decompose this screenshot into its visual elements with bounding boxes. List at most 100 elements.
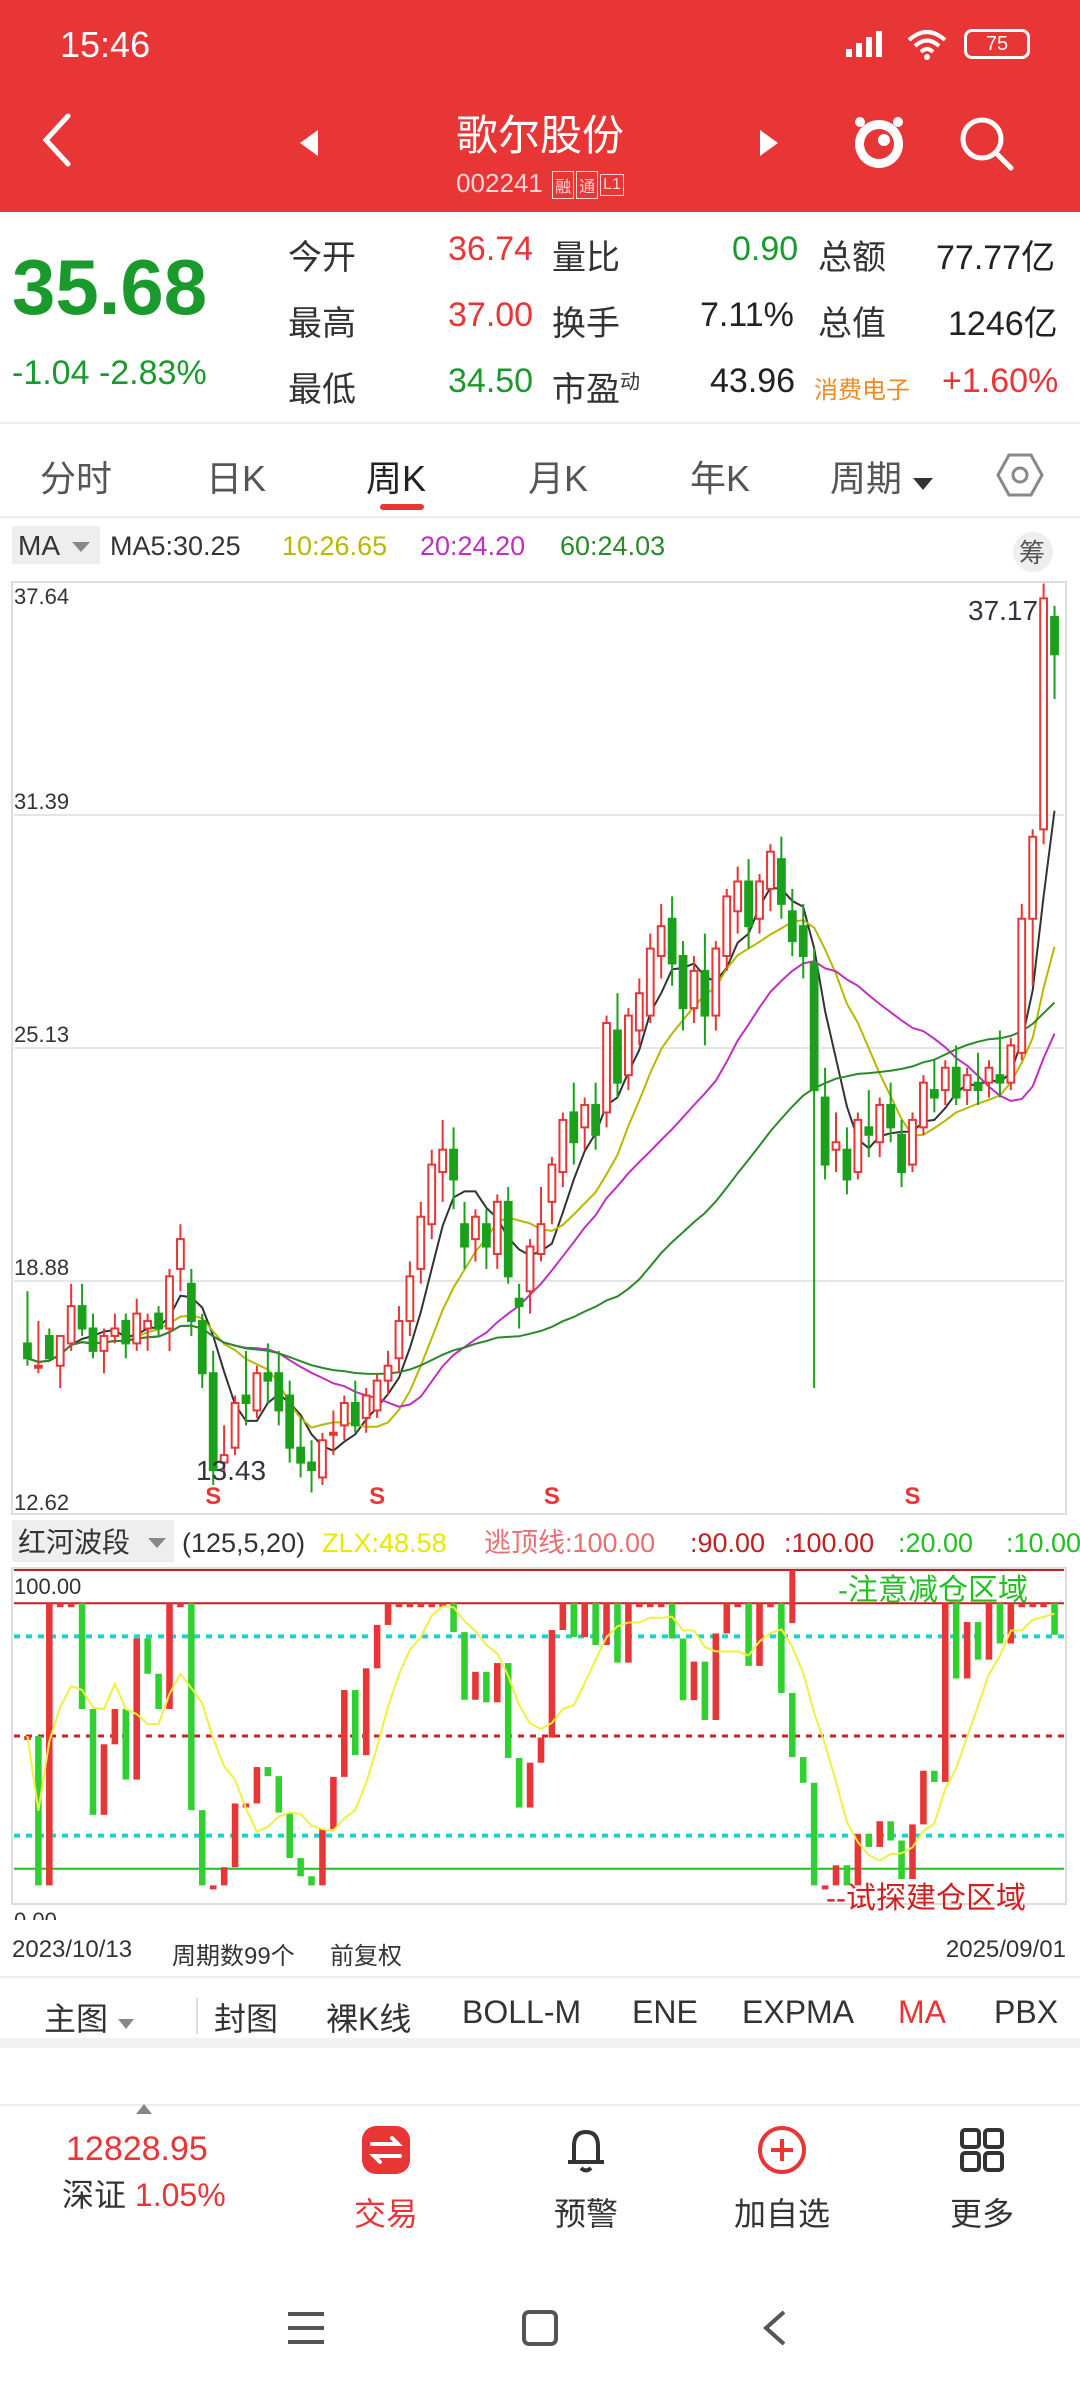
- next-stock-icon[interactable]: [756, 128, 782, 158]
- oscillator-bar: [1051, 1603, 1058, 1635]
- candle-body: [350, 1401, 360, 1427]
- candle-body: [1017, 917, 1027, 1054]
- system-nav-bar: [0, 2290, 1080, 2370]
- candle-body: [230, 1401, 240, 1449]
- candle-body: [897, 1133, 906, 1174]
- mascot-icon[interactable]: [848, 112, 910, 174]
- alert-button[interactable]: 预警: [516, 2120, 656, 2235]
- candles[interactable]: [23, 583, 1059, 1493]
- ma-selector-bg[interactable]: [12, 526, 100, 564]
- oscillator-bar: [1029, 1603, 1036, 1608]
- tab-monthly[interactable]: 月K: [528, 458, 589, 499]
- tab-period-dropdown[interactable]: 周期: [830, 450, 934, 502]
- trade-button[interactable]: 交易: [316, 2120, 456, 2235]
- oscillator-bar: [832, 1865, 840, 1886]
- oscillator-bar: [865, 1834, 873, 1847]
- back-icon[interactable]: [38, 110, 78, 170]
- candle-body: [667, 917, 677, 965]
- chart-start-date: 2023/10/13: [12, 1936, 133, 1963]
- oscillator-bar: [286, 1812, 293, 1859]
- tab-yearly[interactable]: 年K: [690, 458, 751, 499]
- indicator-expma[interactable]: EXPMA: [742, 1994, 855, 2030]
- oscillator-bar: [308, 1876, 315, 1886]
- oscillator-bar: [668, 1603, 676, 1639]
- search-icon[interactable]: [955, 112, 1017, 174]
- tag-connect: 通: [576, 171, 599, 200]
- alert-label: 预警: [553, 2196, 618, 2232]
- candle-body: [165, 1275, 174, 1330]
- oscillator-bar: [537, 1737, 545, 1763]
- indicator-seal[interactable]: 封图: [214, 2001, 279, 2037]
- oscillator-bar: [319, 1828, 326, 1886]
- indicator-pbx[interactable]: PBX: [994, 1994, 1059, 2030]
- oscillator-bar: [592, 1603, 599, 1646]
- oscillator-bar: [504, 1663, 512, 1758]
- ma-selector[interactable]: MA: [18, 530, 60, 561]
- tab-daily[interactable]: 日K: [206, 458, 267, 499]
- candle-body: [176, 1238, 185, 1270]
- price-axis-labels: 37.64 31.39 25.13 18.88 12.62: [14, 584, 69, 1515]
- oscillator-bar: [789, 1692, 796, 1758]
- candle-body: [416, 1215, 426, 1270]
- indicator-y-top: 100.00: [14, 1574, 81, 1599]
- oscillator-bar: [395, 1603, 403, 1608]
- price-grid: [14, 814, 1064, 1282]
- system-back-icon[interactable]: [760, 2308, 790, 2348]
- value-turnover-rate: 7.11%: [700, 296, 794, 334]
- candle-body: [405, 1275, 415, 1323]
- indicator-main-dropdown[interactable]: 主图: [44, 1994, 135, 2040]
- quote-panel: 35.68 -1.04 -2.83% 今开 36.74 量比 0.90 总额 7…: [0, 212, 1080, 424]
- menu-icon[interactable]: [286, 2310, 326, 2346]
- oscillator-bar: [996, 1603, 1004, 1644]
- tab-weekly[interactable]: 周K: [366, 458, 427, 499]
- chip-button[interactable]: 筹: [1019, 538, 1045, 568]
- label-high: 最高: [288, 305, 356, 343]
- candle-body: [645, 947, 655, 1017]
- bottom-bar: 12828.95 深证 1.05% 交易 预警 加自选: [0, 2104, 1080, 2244]
- indicator-naked-k[interactable]: 裸K线: [326, 2001, 412, 2037]
- add-circle-icon: [758, 2126, 806, 2174]
- oscillator-bar: [209, 1885, 217, 1890]
- more-button[interactable]: 更多: [912, 2120, 1052, 2235]
- kline-chart-svg[interactable]: MA MA5:30.25 10:26.65 20:24.20 60:24.03 …: [0, 520, 1080, 1933]
- chip-button-bg[interactable]: [1013, 532, 1053, 572]
- status-time: 15:46: [60, 24, 151, 65]
- candle-body: [44, 1334, 54, 1360]
- settings-hexagon-icon[interactable]: [995, 452, 1045, 498]
- escape-line-value: 逃顶线:100.00: [484, 1528, 655, 1558]
- oscillator-bar: [275, 1776, 283, 1813]
- indicator-selector[interactable]: 红河波段: [18, 1527, 130, 1558]
- indicator-ene[interactable]: ENE: [632, 1994, 698, 2030]
- oscillator-bar: [559, 1603, 567, 1631]
- candle-body: [372, 1379, 382, 1412]
- candle-body: [361, 1394, 371, 1419]
- value-volume-ratio: 0.90: [732, 230, 799, 268]
- oscillator-bar: [920, 1770, 927, 1825]
- candle-body: [755, 880, 764, 920]
- main-chart-frame: [11, 581, 1067, 1515]
- index-value[interactable]: 12828.95: [66, 2130, 208, 2168]
- status-bar: 15:46 75: [0, 0, 1080, 90]
- label-low: 最低: [288, 371, 356, 409]
- candle-body: [820, 1096, 830, 1166]
- expand-arrow-icon[interactable]: [134, 2102, 154, 2116]
- prev-stock-icon[interactable]: [296, 128, 322, 158]
- change-value: -1.04: [12, 354, 90, 392]
- oscillator-bar: [341, 1690, 348, 1777]
- index-name-row[interactable]: 深证 1.05%: [62, 2170, 226, 2216]
- indicator-selector-bg[interactable]: [12, 1520, 174, 1562]
- sector-name[interactable]: 消费电子: [814, 377, 910, 404]
- oscillator-bar: [909, 1824, 916, 1879]
- home-icon[interactable]: [520, 2308, 560, 2348]
- sector-change[interactable]: +1.60%: [942, 362, 1059, 400]
- adjust-type: 前复权: [330, 1943, 402, 1970]
- tab-intraday[interactable]: 分时: [40, 458, 113, 499]
- signal-icon: [846, 31, 882, 57]
- battery-icon: 75: [964, 29, 1030, 59]
- signal-s-marker: S: [904, 1483, 920, 1510]
- indicator-ma[interactable]: MA: [898, 1994, 946, 2030]
- indicator-boll-m[interactable]: BOLL-M: [462, 1994, 582, 2030]
- add-watchlist-button[interactable]: 加自选: [712, 2120, 852, 2235]
- oscillator-bar: [253, 1767, 261, 1804]
- kline-chart-area[interactable]: MA MA5:30.25 10:26.65 20:24.20 60:24.03 …: [0, 520, 1080, 1970]
